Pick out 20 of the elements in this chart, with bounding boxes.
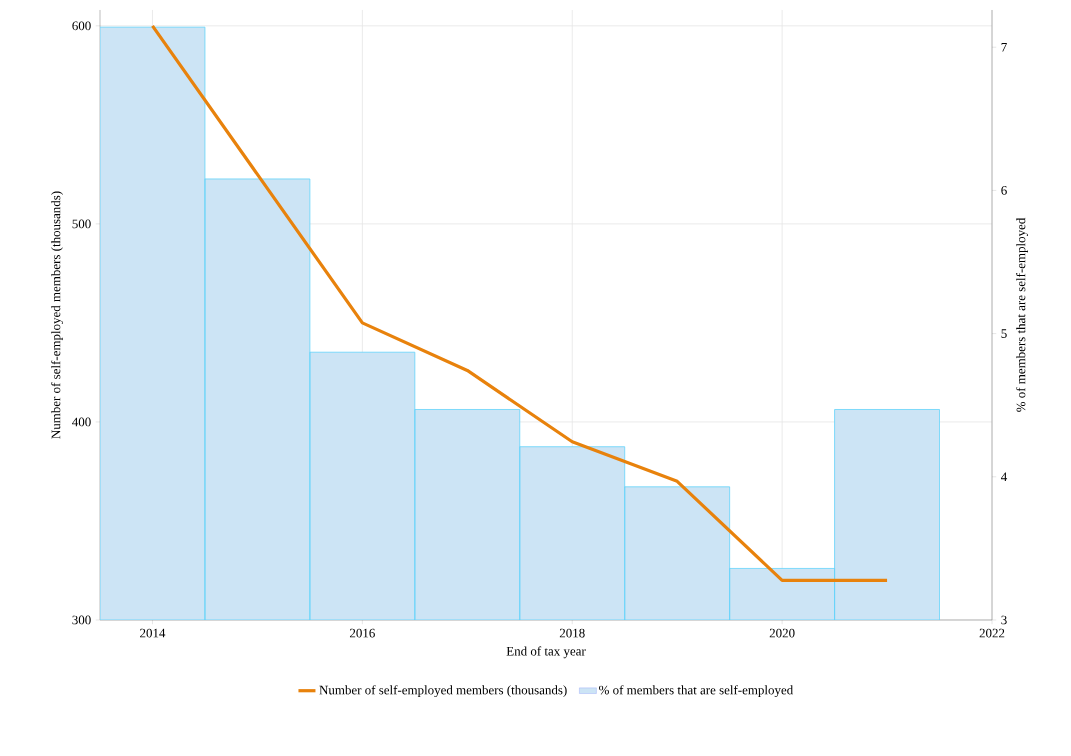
y2-tick-label: 5: [1001, 329, 1007, 338]
y2-tick-label: 3: [1001, 615, 1007, 625]
legend-label: Number of self-employed members (thousands): [319, 685, 567, 698]
x-tick-label: 2016: [349, 628, 375, 638]
x-tick-label: 2020: [769, 628, 795, 638]
y2-axis-title: % of members that are self-employed: [1016, 217, 1028, 412]
line-series: [150, 24, 889, 582]
x-axis-title: End of tax year: [506, 646, 586, 659]
y-tick-label: 300: [72, 615, 91, 625]
x-tick-label: 2014: [140, 628, 166, 638]
y-tick-label: 500: [72, 219, 91, 229]
x-tick-label: 2022: [979, 628, 1005, 638]
y-axis-title: Number of self-employed members (thousands): [51, 191, 63, 439]
y2-tick-label: 7: [1001, 42, 1007, 52]
x-tick-label: 2018: [559, 628, 585, 638]
y2-tick-label: 6: [1001, 186, 1007, 195]
y-tick-label: 400: [72, 417, 91, 427]
y-tick-label: 600: [72, 21, 91, 31]
legend-label: % of members that are self-employed: [599, 685, 794, 698]
y2-tick-label: 4: [1001, 472, 1008, 482]
